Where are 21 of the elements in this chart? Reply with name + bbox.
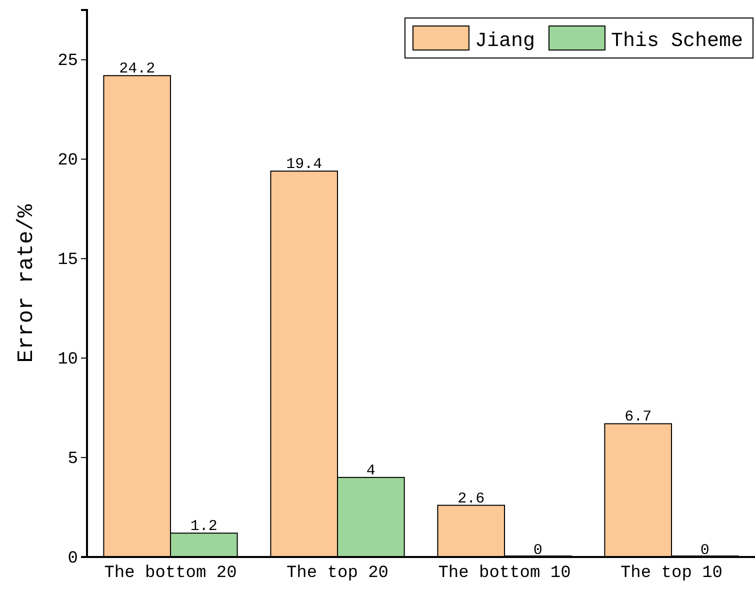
x-tick-label: The top 10 bbox=[620, 564, 723, 583]
data-label: 1.2 bbox=[190, 518, 218, 536]
data-label: 0 bbox=[700, 542, 710, 559]
data-label: 19.4 bbox=[286, 156, 322, 174]
y-tick-label: 15 bbox=[58, 251, 78, 270]
y-tick-label: 20 bbox=[58, 152, 78, 171]
y-tick-label: 5 bbox=[68, 450, 78, 469]
y-tick-label: 0 bbox=[68, 549, 78, 568]
y-axis-title: Error rate/% bbox=[14, 203, 39, 363]
y-tick-label: 10 bbox=[58, 350, 78, 370]
data-label: 6.7 bbox=[624, 408, 652, 426]
data-label: 2.6 bbox=[458, 490, 485, 508]
legend-label: Jiang bbox=[474, 30, 535, 53]
data-label: 24.2 bbox=[119, 60, 156, 78]
y-tick-label: 25 bbox=[58, 52, 78, 72]
data-label: 0 bbox=[533, 542, 542, 559]
x-tick-label: The bottom 10 bbox=[438, 564, 571, 583]
legend-label: This Scheme bbox=[610, 30, 743, 53]
data-label: 4 bbox=[366, 462, 376, 480]
x-tick-label: The top 20 bbox=[286, 564, 389, 583]
x-tick-label: The bottom 20 bbox=[104, 564, 237, 583]
